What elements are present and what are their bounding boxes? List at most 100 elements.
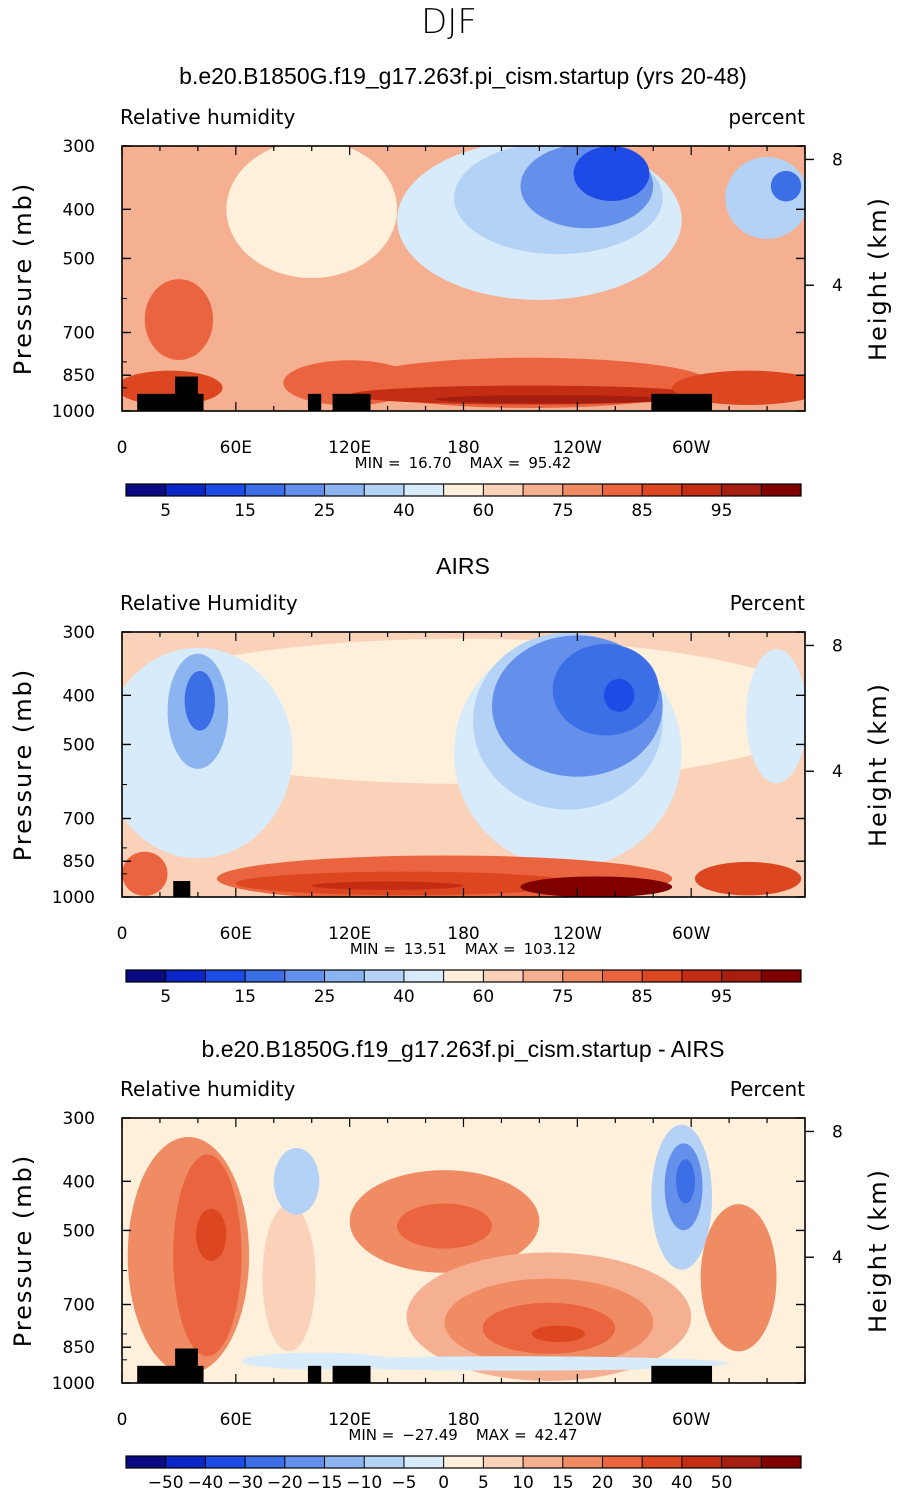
topography-mask bbox=[332, 393, 371, 411]
y-tick-label: 700 bbox=[63, 323, 95, 343]
colorbar-swatch bbox=[403, 970, 445, 982]
colorbar-label: 5 bbox=[160, 501, 171, 521]
colorbar-swatch bbox=[721, 970, 762, 982]
contour-region bbox=[311, 881, 464, 890]
colorbar-swatch bbox=[165, 1456, 206, 1468]
colorbar-swatch bbox=[483, 970, 524, 982]
colorbar-swatch bbox=[483, 1456, 524, 1468]
contour-region bbox=[144, 279, 214, 361]
colorbar-swatch bbox=[205, 970, 246, 982]
colorbar-label: 95 bbox=[711, 501, 733, 521]
min-max-summary: MIN = 16.70 MAX = 95.42 bbox=[355, 454, 572, 472]
topography-mask bbox=[307, 393, 322, 411]
colorbar-label: 40 bbox=[393, 987, 415, 1007]
topography-mask bbox=[651, 1365, 713, 1383]
colorbar-swatch bbox=[483, 484, 524, 496]
colorbar-swatch bbox=[761, 970, 802, 982]
variable-label: Relative humidity bbox=[120, 105, 295, 129]
colorbar-label: 0 bbox=[438, 1473, 449, 1493]
colorbar-swatch bbox=[126, 484, 167, 496]
colorbar-swatch bbox=[324, 1456, 365, 1468]
y-tick-label: 400 bbox=[63, 1172, 95, 1192]
panel-1: b.e20.B1850G.f19_g17.263f.pi_cism.startu… bbox=[9, 63, 892, 521]
colorbar-label: 50 bbox=[711, 1473, 733, 1493]
colorbar-label: 25 bbox=[314, 987, 336, 1007]
colorbar-swatch bbox=[165, 970, 206, 982]
topography-mask bbox=[175, 376, 198, 411]
min-value: −27.49 bbox=[402, 1426, 458, 1444]
y-tick-label: 500 bbox=[63, 1221, 95, 1241]
colorbar-label: 10 bbox=[512, 1473, 534, 1493]
y-tick-label: 500 bbox=[63, 735, 95, 755]
topography-mask bbox=[175, 1348, 198, 1383]
colorbar-swatch bbox=[681, 1456, 723, 1468]
y-axis-title: Pressure (mb) bbox=[9, 182, 37, 375]
topography-mask bbox=[307, 1365, 322, 1383]
contour-region bbox=[241, 1352, 394, 1370]
colorbar-label: 20 bbox=[592, 1473, 614, 1493]
y2-tick-label: 4 bbox=[832, 276, 843, 296]
colorbar-swatch bbox=[403, 484, 445, 496]
colorbar-label: 40 bbox=[671, 1473, 693, 1493]
colorbar-swatch bbox=[364, 970, 405, 982]
colorbar-swatch bbox=[284, 970, 326, 982]
colorbar-swatch bbox=[443, 970, 484, 982]
colorbar-swatch bbox=[126, 970, 167, 982]
colorbar-swatch bbox=[245, 484, 286, 496]
contour-region bbox=[725, 157, 805, 240]
max-value: 103.12 bbox=[524, 940, 577, 958]
y-tick-label: 850 bbox=[63, 852, 95, 872]
colorbar-frame bbox=[125, 483, 802, 497]
colorbar-swatch bbox=[443, 1456, 484, 1468]
y-tick-label: 850 bbox=[63, 1338, 95, 1358]
colorbar-label: 15 bbox=[234, 987, 256, 1007]
colorbar-label: 75 bbox=[552, 987, 574, 1007]
colorbar-swatch bbox=[523, 970, 564, 982]
colorbar-label: −30 bbox=[227, 1473, 263, 1493]
colorbar-label: 60 bbox=[473, 987, 495, 1007]
contour-field bbox=[122, 1118, 805, 1383]
contour-region bbox=[122, 851, 168, 896]
x-tick-label: 120W bbox=[553, 1410, 602, 1430]
contour-region bbox=[226, 146, 398, 278]
max-value: 95.42 bbox=[528, 454, 571, 472]
y-tick-label: 400 bbox=[63, 686, 95, 706]
colorbar-swatch bbox=[324, 484, 365, 496]
y2-axis-title: Height (km) bbox=[864, 1168, 892, 1333]
min-label: MIN = bbox=[355, 454, 401, 472]
colorbar-swatch bbox=[602, 970, 643, 982]
y-tick-label: 700 bbox=[63, 809, 95, 829]
colorbar-swatch bbox=[523, 1456, 564, 1468]
y-tick-label: 300 bbox=[63, 623, 95, 643]
x-tick-label: 120W bbox=[553, 438, 602, 458]
x-tick-label: 120E bbox=[328, 1410, 371, 1430]
y-tick-label: 500 bbox=[63, 249, 95, 269]
colorbar-swatch bbox=[245, 1456, 286, 1468]
colorbar-label: 25 bbox=[314, 501, 336, 521]
y-tick-label: 300 bbox=[63, 1109, 95, 1129]
colorbar-label: −50 bbox=[148, 1473, 184, 1493]
colorbar-swatch bbox=[562, 1456, 603, 1468]
contour-region bbox=[694, 861, 802, 896]
colorbar-swatch bbox=[205, 1456, 246, 1468]
x-tick-label: 180 bbox=[447, 438, 479, 458]
topography-mask bbox=[651, 393, 713, 411]
colorbar-label: 85 bbox=[631, 987, 653, 1007]
x-tick-label: 120E bbox=[328, 438, 371, 458]
colorbar-label: 30 bbox=[631, 1473, 653, 1493]
x-tick-label: 60E bbox=[220, 1410, 252, 1430]
y-tick-label: 1000 bbox=[52, 1374, 95, 1394]
colorbar-label: −20 bbox=[267, 1473, 303, 1493]
colorbar: 5 15 25 40 60 75 85 95 bbox=[125, 483, 802, 521]
colorbar-swatch bbox=[721, 484, 762, 496]
contour-region bbox=[262, 1204, 316, 1352]
contour-region bbox=[292, 1356, 730, 1371]
colorbar-label: −40 bbox=[187, 1473, 223, 1493]
y2-tick-label: 8 bbox=[832, 150, 843, 170]
colorbar-swatch bbox=[364, 484, 405, 496]
y-axis-title: Pressure (mb) bbox=[9, 668, 37, 861]
colorbar-swatch bbox=[284, 484, 326, 496]
colorbar-frame bbox=[125, 1455, 802, 1469]
